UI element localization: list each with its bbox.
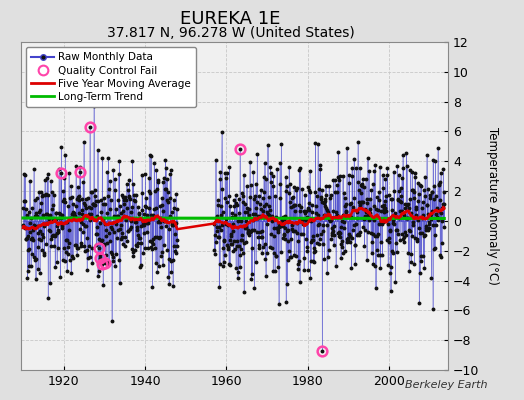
Text: EUREKA 1E: EUREKA 1E [180,10,281,28]
Text: Berkeley Earth: Berkeley Earth [405,380,487,390]
Y-axis label: Temperature Anomaly (°C): Temperature Anomaly (°C) [486,127,499,285]
Legend: Raw Monthly Data, Quality Control Fail, Five Year Moving Average, Long-Term Tren: Raw Monthly Data, Quality Control Fail, … [26,47,196,107]
Text: 37.817 N, 96.278 W (United States): 37.817 N, 96.278 W (United States) [107,26,354,40]
